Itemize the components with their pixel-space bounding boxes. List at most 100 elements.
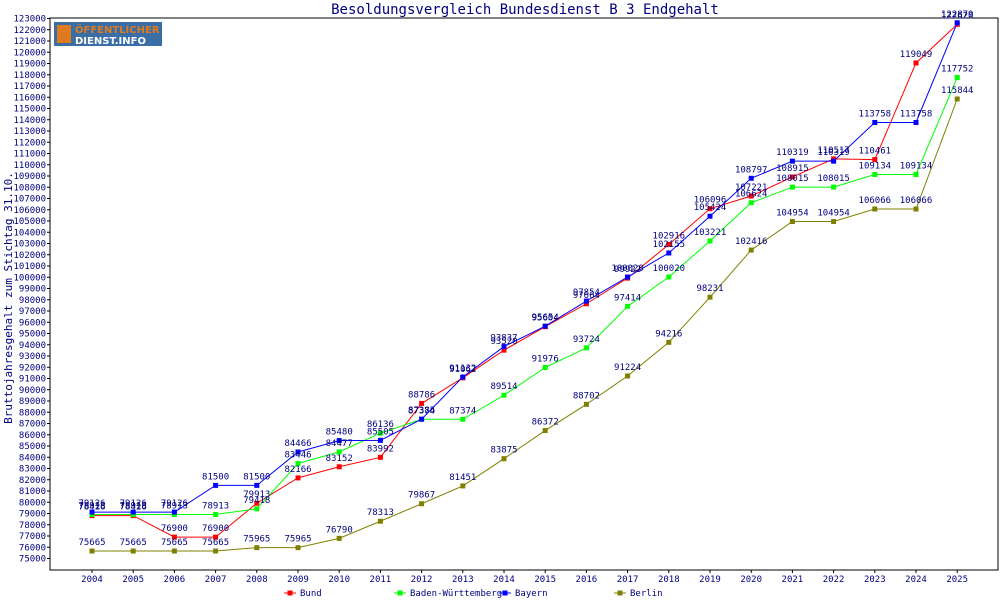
data-point [872, 171, 878, 177]
data-label: 110319 [776, 148, 809, 158]
y-tick-label: 75000 [19, 555, 46, 565]
data-point [707, 238, 713, 244]
data-point [872, 119, 878, 125]
data-point [501, 456, 507, 462]
data-label: 98231 [696, 284, 723, 294]
data-label: 102416 [735, 237, 768, 247]
logo: ÖFFENTLICHER DIENST.INFO [54, 22, 162, 47]
y-tick-label: 91000 [19, 375, 46, 385]
data-label: 82166 [284, 465, 311, 475]
y-tick-label: 85000 [19, 442, 46, 452]
data-point [254, 506, 260, 512]
y-tick-label: 110000 [13, 161, 46, 171]
data-point [377, 437, 383, 443]
x-tick-label: 2015 [534, 575, 556, 585]
series-line [92, 77, 958, 515]
data-label: 110319 [817, 148, 850, 158]
data-point [130, 548, 136, 554]
x-tick-label: 2012 [411, 575, 433, 585]
data-label: 100020 [611, 264, 644, 274]
data-point [954, 20, 960, 26]
data-label: 75965 [284, 535, 311, 545]
data-point [213, 548, 219, 554]
y-tick-label: 109000 [13, 172, 46, 182]
data-label: 76790 [326, 525, 353, 535]
x-tick-label: 2013 [452, 575, 474, 585]
series-line [92, 23, 958, 538]
y-tick-label: 83000 [19, 465, 46, 475]
data-label: 106624 [735, 190, 768, 200]
y-tick-label: 122000 [13, 26, 46, 36]
data-label: 78913 [78, 501, 105, 511]
data-point [295, 449, 301, 455]
data-label: 79126 [161, 499, 188, 509]
data-labels: 78426 78426 76900 76900 79913 82166 83152 83992… [78, 10, 973, 548]
y-tick-label: 121000 [13, 37, 46, 47]
data-label: 87385 [408, 406, 435, 416]
data-point [89, 509, 95, 515]
data-label: 100020 [653, 264, 686, 274]
data-label: 106096 [694, 196, 727, 206]
x-tick-label: 2022 [823, 575, 845, 585]
data-label: 93837 [490, 334, 517, 344]
data-point [583, 301, 589, 307]
y-tick-label: 90000 [19, 386, 46, 396]
data-point [213, 511, 219, 517]
y-tick-label: 77000 [19, 532, 46, 542]
x-tick-label: 2005 [122, 575, 144, 585]
data-point [831, 219, 837, 225]
data-point [213, 482, 219, 488]
data-point [171, 509, 177, 515]
y-tick-label: 118000 [13, 71, 46, 81]
data-label: 109134 [900, 161, 933, 171]
chart-title: Besoldungsvergleich Bundesdienst B 3 End… [331, 2, 719, 18]
y-tick-label: 106000 [13, 206, 46, 216]
data-label: 75965 [243, 535, 270, 545]
data-point [954, 96, 960, 102]
data-point [625, 303, 631, 309]
data-point [789, 174, 795, 180]
y-tick-label: 81000 [19, 487, 46, 497]
data-label: 76900 [161, 524, 188, 534]
legend: Bund Baden-Württemberg Bayern Berlin [284, 589, 663, 599]
x-tick-label: 2011 [370, 575, 392, 585]
data-point [171, 534, 177, 540]
data-label: 102155 [653, 240, 686, 250]
data-label: 95654 [532, 313, 559, 323]
y-tick-label: 84000 [19, 453, 46, 463]
data-label: 85505 [367, 427, 394, 437]
data-label: 91976 [532, 355, 559, 365]
data-point [789, 184, 795, 190]
legend-marker [502, 590, 508, 596]
y-tick-label: 115000 [13, 105, 46, 115]
logo-mark [57, 25, 71, 43]
x-tick-label: 2020 [740, 575, 762, 585]
data-label: 78913 [161, 501, 188, 511]
data-point [419, 400, 425, 406]
data-label: 89514 [490, 382, 517, 392]
y-tick-label: 94000 [19, 341, 46, 351]
y-tick-label: 79000 [19, 510, 46, 520]
data-label: 83446 [284, 450, 311, 460]
y-tick-label: 104000 [13, 228, 46, 238]
legend-label: Berlin [630, 589, 663, 599]
data-label: 88786 [408, 390, 435, 400]
data-label: 78913 [120, 501, 147, 511]
data-label: 79867 [408, 491, 435, 501]
data-label: 81500 [243, 472, 270, 482]
data-point [913, 171, 919, 177]
y-tick-label: 82000 [19, 476, 46, 486]
x-tick-label: 2008 [246, 575, 268, 585]
data-point [130, 509, 136, 515]
data-label: 106066 [859, 196, 892, 206]
y-tick-label: 93000 [19, 352, 46, 362]
data-label: 87374 [408, 406, 435, 416]
data-label: 93724 [573, 335, 600, 345]
data-point [295, 460, 301, 466]
y-tick-label: 99000 [19, 285, 46, 295]
x-tick-label: 2014 [493, 575, 515, 585]
data-point [625, 373, 631, 379]
data-label: 87374 [449, 406, 476, 416]
data-point [666, 250, 672, 256]
